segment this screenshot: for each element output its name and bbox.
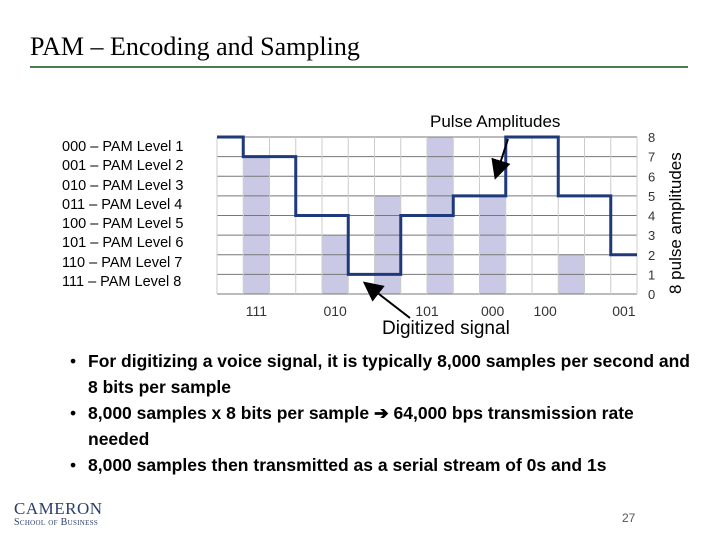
legend-item: 111 – PAM Level 8: [62, 274, 182, 291]
logo-line1: CAMERON: [14, 499, 103, 518]
y-tick-label: 0: [648, 287, 655, 302]
digitized-signal-label: Digitized signal: [382, 318, 510, 339]
x-code-label: 001: [612, 303, 636, 319]
bullet-item: • 8,000 samples then transmitted as a ser…: [70, 452, 690, 478]
chart-title: Pulse Amplitudes: [430, 112, 561, 131]
y-tick-label: 3: [648, 228, 655, 243]
page-number: 27: [622, 511, 636, 525]
digitized-signal-line: [217, 135, 637, 276]
y-tick-label: 8: [648, 130, 655, 145]
title-divider: [30, 66, 688, 68]
bullet-dot-icon: •: [70, 403, 77, 423]
y-tick-label: 5: [648, 189, 655, 204]
logo-line2: School of Business: [14, 517, 99, 528]
bullet-item: • For digitizing a voice signal, it is ty…: [70, 348, 690, 400]
pulse-amplitudes-axis-label: 8 pulse amplitudes: [666, 152, 685, 294]
bullet-dot-icon: •: [70, 455, 77, 475]
legend-item: 101 – PAM Level 6: [62, 235, 184, 252]
pulse-bar: [374, 195, 401, 294]
bullet-item: • 8,000 samples x 8 bits per sample ➔ 64,…: [70, 400, 690, 452]
legend-item: 011 – PAM Level 4: [62, 196, 183, 213]
x-code-label: 100: [533, 303, 557, 319]
legend-item: 001 – PAM Level 2: [62, 158, 184, 175]
y-tick-label: 2: [648, 248, 655, 263]
legend-item: 110 – PAM Level 7: [62, 254, 183, 271]
pulse-bar: [479, 195, 506, 294]
bullet-dot-icon: •: [70, 351, 77, 371]
legend-item: 010 – PAM Level 3: [62, 177, 184, 194]
legend-item: 000 – PAM Level 1: [62, 139, 184, 155]
signal-pointer-arrow: [362, 281, 411, 319]
x-code-label: 101: [415, 303, 439, 319]
pulse-bar: [322, 235, 349, 294]
x-code-label: 000: [481, 303, 505, 319]
x-code-label: 010: [323, 303, 347, 319]
pam-level-legend: 000 – PAM Level 1 001 – PAM Level 2 010 …: [62, 138, 183, 292]
pulse-bar: [243, 156, 270, 294]
y-tick-label: 7: [648, 150, 655, 165]
cameron-school-logo: CAMERON School of Business: [14, 500, 103, 529]
y-tick-label: 1: [648, 267, 655, 282]
slide-title: PAM – Encoding and Sampling: [30, 32, 360, 61]
legend-item: 100 – PAM Level 5: [62, 216, 184, 233]
y-tick-label: 6: [648, 169, 655, 184]
pulse-pointer-arrow: [491, 138, 511, 180]
y-tick-label: 4: [648, 209, 655, 224]
x-code-label: 111: [246, 303, 267, 319]
bullet-list: • For digitizing a voice signal, it is ty…: [70, 348, 690, 478]
